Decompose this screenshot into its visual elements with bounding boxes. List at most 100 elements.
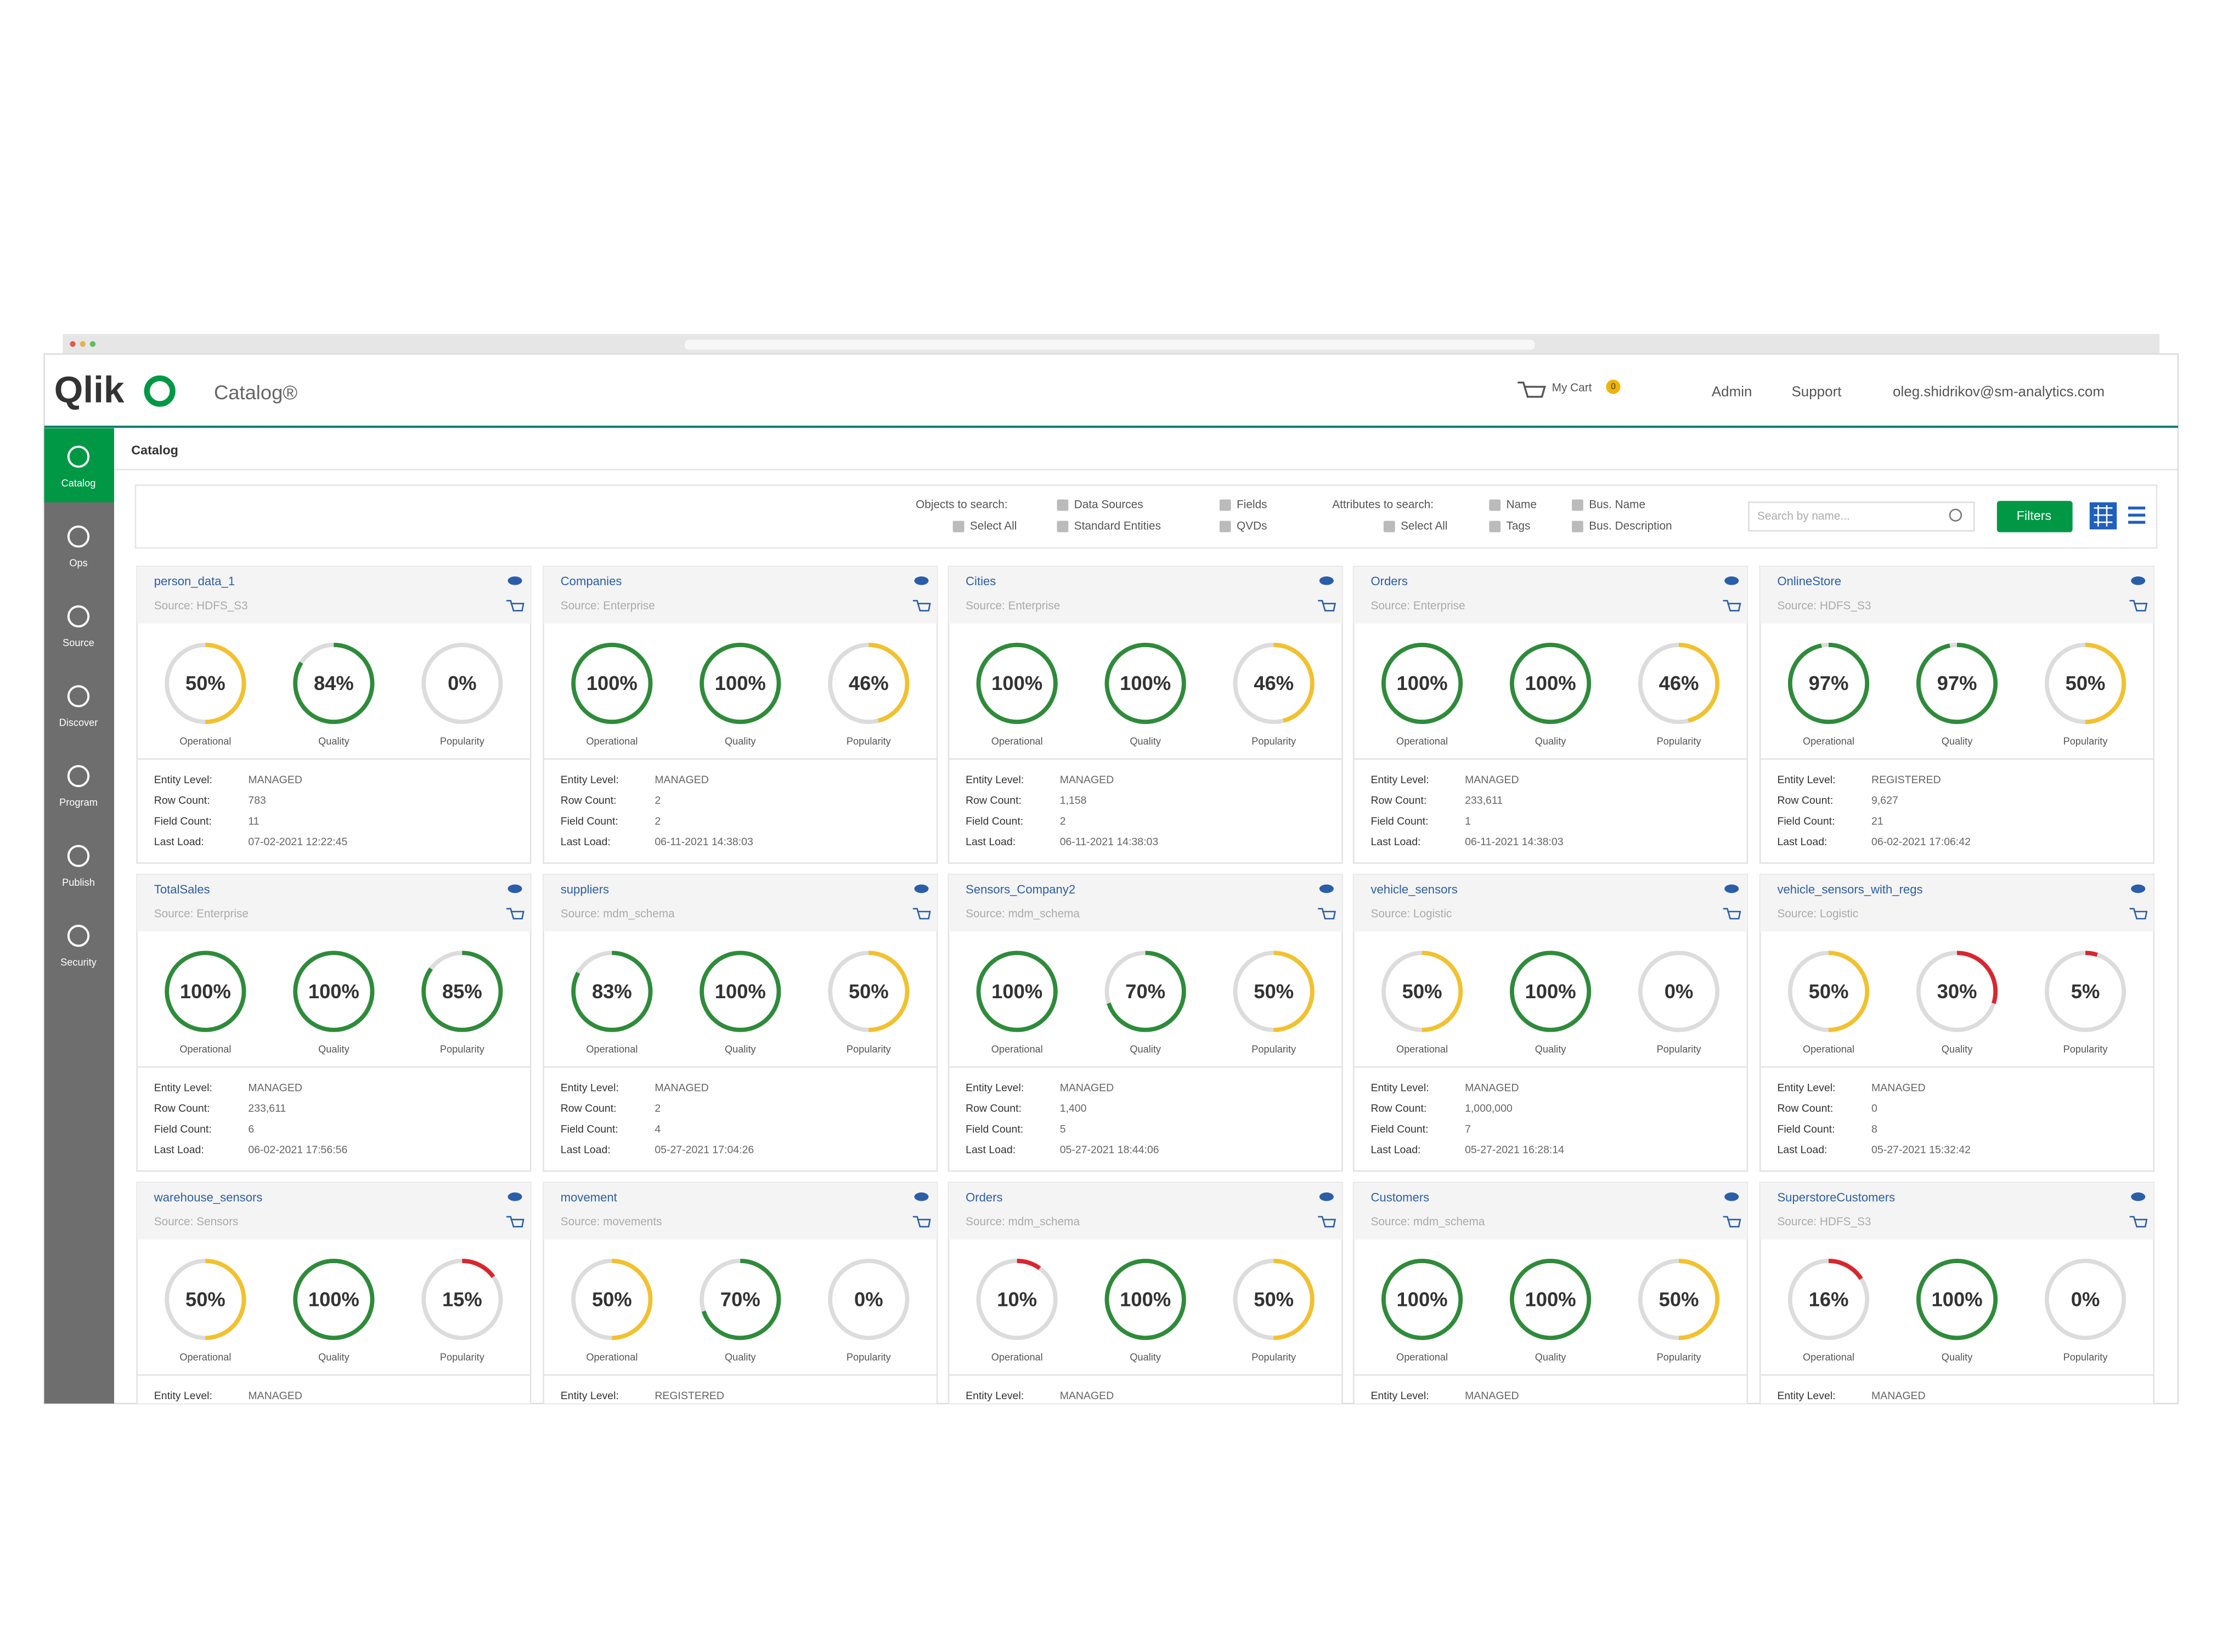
card-title[interactable]: Companies	[561, 574, 622, 588]
add-cart-icon[interactable]	[2129, 599, 2148, 612]
checkbox[interactable]	[1219, 521, 1231, 533]
checkbox-label[interactable]: Tags	[1506, 520, 1530, 533]
sidebar-item[interactable]: Publish	[62, 877, 95, 888]
add-cart-icon[interactable]	[2129, 1216, 2148, 1227]
breadcrumb[interactable]: Catalog	[131, 443, 178, 457]
card-title[interactable]: warehouse_sensors	[154, 1190, 263, 1204]
gauge-value: 70%	[1125, 980, 1165, 1003]
checkbox-label[interactable]: Fields	[1237, 499, 1267, 511]
view-icon[interactable]	[1724, 576, 1739, 585]
list-view[interactable]	[2128, 506, 2146, 524]
gauge-arc	[421, 1259, 503, 1340]
view-icon[interactable]	[914, 884, 929, 893]
add-cart-icon[interactable]	[912, 1216, 931, 1227]
sidebar-icon[interactable]	[67, 925, 90, 947]
checkbox-label[interactable]: Select All	[970, 520, 1017, 533]
card-header	[543, 874, 938, 932]
gauge-value: 30%	[1937, 980, 1977, 1003]
sidebar-item[interactable]: Security	[60, 957, 97, 968]
view-icon[interactable]	[1319, 576, 1334, 585]
sidebar-icon[interactable]	[67, 525, 90, 548]
view-icon[interactable]	[1724, 1192, 1739, 1201]
checkbox[interactable]	[1219, 499, 1231, 511]
checkbox[interactable]	[1383, 521, 1395, 533]
gauge-arc	[1638, 642, 1720, 725]
cart-icon[interactable]	[1518, 381, 1546, 398]
view-icon[interactable]	[2131, 884, 2146, 893]
view-icon[interactable]	[1724, 884, 1739, 893]
add-cart-icon[interactable]	[1318, 908, 1336, 920]
sidebar-item[interactable]: Catalog	[61, 478, 96, 489]
gauge-arc	[421, 951, 503, 1032]
sidebar-item[interactable]: Source	[63, 637, 94, 648]
checkbox[interactable]	[1572, 499, 1583, 511]
card-title[interactable]: Orders	[966, 1190, 1002, 1204]
card-title[interactable]: OnlineStore	[1777, 574, 1841, 588]
card-title[interactable]: suppliers	[561, 882, 609, 896]
checkbox-label[interactable]: Bus. Name	[1589, 499, 1645, 511]
sidebar-item[interactable]: Program	[59, 797, 98, 808]
add-cart-icon[interactable]	[506, 1216, 524, 1227]
view-icon[interactable]	[914, 576, 929, 585]
sidebar-icon[interactable]	[67, 605, 90, 627]
view-icon[interactable]	[1319, 1192, 1334, 1201]
card-title[interactable]: movement	[561, 1190, 617, 1204]
filters-button[interactable]	[1996, 501, 2073, 533]
search-box[interactable]	[1748, 501, 1975, 532]
card-header	[948, 874, 1343, 932]
add-cart-icon[interactable]	[1723, 1216, 1741, 1227]
card-title[interactable]: Sensors_Company2	[966, 882, 1075, 896]
add-cart-icon[interactable]	[506, 599, 524, 612]
checkbox[interactable]	[1057, 521, 1069, 533]
sidebar-icon[interactable]	[67, 765, 90, 788]
add-cart-icon[interactable]	[912, 908, 931, 920]
view-icon[interactable]	[507, 576, 522, 585]
card-source: Source: Enterprise	[966, 599, 1060, 612]
add-cart-icon[interactable]	[1318, 599, 1336, 612]
add-cart-icon[interactable]	[1318, 1216, 1336, 1227]
view-icon[interactable]	[2131, 1192, 2146, 1201]
checkbox-label[interactable]: Select All	[1401, 520, 1447, 533]
add-cart-icon[interactable]	[912, 599, 931, 612]
logo[interactable]: Qlik	[54, 369, 125, 410]
checkbox[interactable]	[1572, 521, 1583, 533]
card-title[interactable]: vehicle_sensors_with_regs	[1777, 882, 1922, 896]
sidebar-item[interactable]: Ops	[69, 557, 87, 568]
sidebar-icon[interactable]	[67, 685, 90, 708]
checkbox[interactable]	[1057, 499, 1069, 511]
checkbox-label[interactable]: Bus. Description	[1589, 520, 1672, 533]
gauge-label: Quality	[318, 1044, 350, 1055]
checkbox-label[interactable]: Name	[1506, 499, 1536, 511]
cart-link[interactable]: My Cart	[1552, 381, 1592, 394]
add-cart-icon[interactable]	[506, 908, 524, 920]
card-title[interactable]: Orders	[1370, 574, 1407, 588]
add-cart-icon[interactable]	[1723, 599, 1741, 612]
view-icon[interactable]	[2131, 576, 2146, 585]
sidebar-item[interactable]: Discover	[59, 717, 98, 728]
gauge-value: 100%	[1525, 672, 1576, 694]
card-title[interactable]: Cities	[966, 574, 996, 588]
add-cart-icon[interactable]	[1723, 908, 1741, 920]
nav-admin[interactable]: Admin	[1712, 383, 1752, 399]
user-menu[interactable]: oleg.shidrikov@sm-analytics.com	[1893, 383, 2105, 399]
view-icon[interactable]	[1319, 884, 1334, 893]
nav-support[interactable]: Support	[1791, 383, 1842, 399]
sidebar-icon[interactable]	[67, 845, 90, 867]
add-cart-icon[interactable]	[2129, 908, 2148, 920]
sidebar-icon[interactable]	[67, 445, 90, 468]
checkbox-label[interactable]: Data Sources	[1074, 499, 1143, 511]
checkbox[interactable]	[952, 521, 964, 533]
checkbox[interactable]	[1489, 499, 1501, 511]
checkbox[interactable]	[1489, 521, 1501, 533]
search-icon[interactable]	[1949, 508, 1962, 522]
view-icon[interactable]	[507, 884, 522, 893]
card-title[interactable]: Customers	[1370, 1190, 1429, 1204]
card-title[interactable]: SuperstoreCustomers	[1777, 1190, 1895, 1204]
checkbox-label[interactable]: QVDs	[1237, 520, 1267, 533]
card-title[interactable]: vehicle_sensors	[1370, 882, 1457, 896]
checkbox-label[interactable]: Standard Entities	[1074, 520, 1161, 533]
view-icon[interactable]	[914, 1192, 929, 1201]
card-title[interactable]: person_data_1	[154, 574, 235, 588]
card-title[interactable]: TotalSales	[154, 882, 210, 896]
view-icon[interactable]	[507, 1192, 522, 1201]
